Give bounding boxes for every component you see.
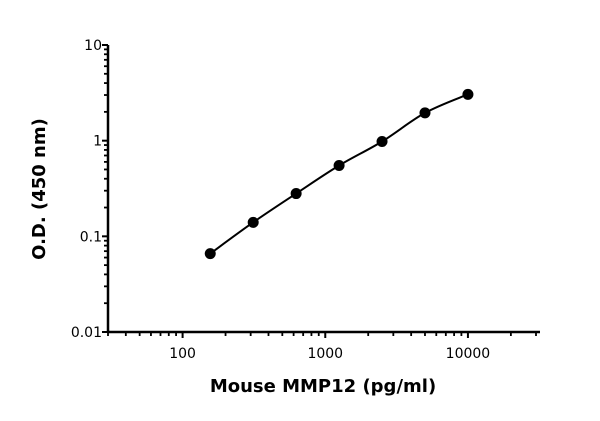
x-axis-title: Mouse MMP12 (pg/ml) bbox=[210, 376, 436, 397]
x-tick-label: 10000 bbox=[446, 346, 491, 362]
data-point bbox=[462, 88, 474, 100]
data-point bbox=[333, 160, 345, 172]
fit-curve bbox=[209, 93, 469, 255]
x-tick-label: 100 bbox=[169, 346, 196, 362]
x-tick-label: 1000 bbox=[307, 346, 343, 362]
y-tick-label: 1 bbox=[93, 134, 102, 150]
data-point bbox=[376, 136, 388, 148]
data-point bbox=[290, 188, 302, 200]
data-point bbox=[204, 248, 216, 260]
y-tick-label: 0.01 bbox=[71, 325, 102, 341]
data-point bbox=[419, 107, 431, 119]
y-axis-title: O.D. (450 nm) bbox=[29, 118, 50, 260]
y-tick-label: 0.1 bbox=[80, 229, 102, 245]
y-tick-label: 10 bbox=[84, 38, 102, 54]
tick-labels: 100 1000 10000 0.01 0.1 1 10 bbox=[71, 38, 490, 362]
axes bbox=[102, 44, 540, 338]
data-point bbox=[247, 216, 259, 228]
plot-area bbox=[204, 88, 474, 260]
